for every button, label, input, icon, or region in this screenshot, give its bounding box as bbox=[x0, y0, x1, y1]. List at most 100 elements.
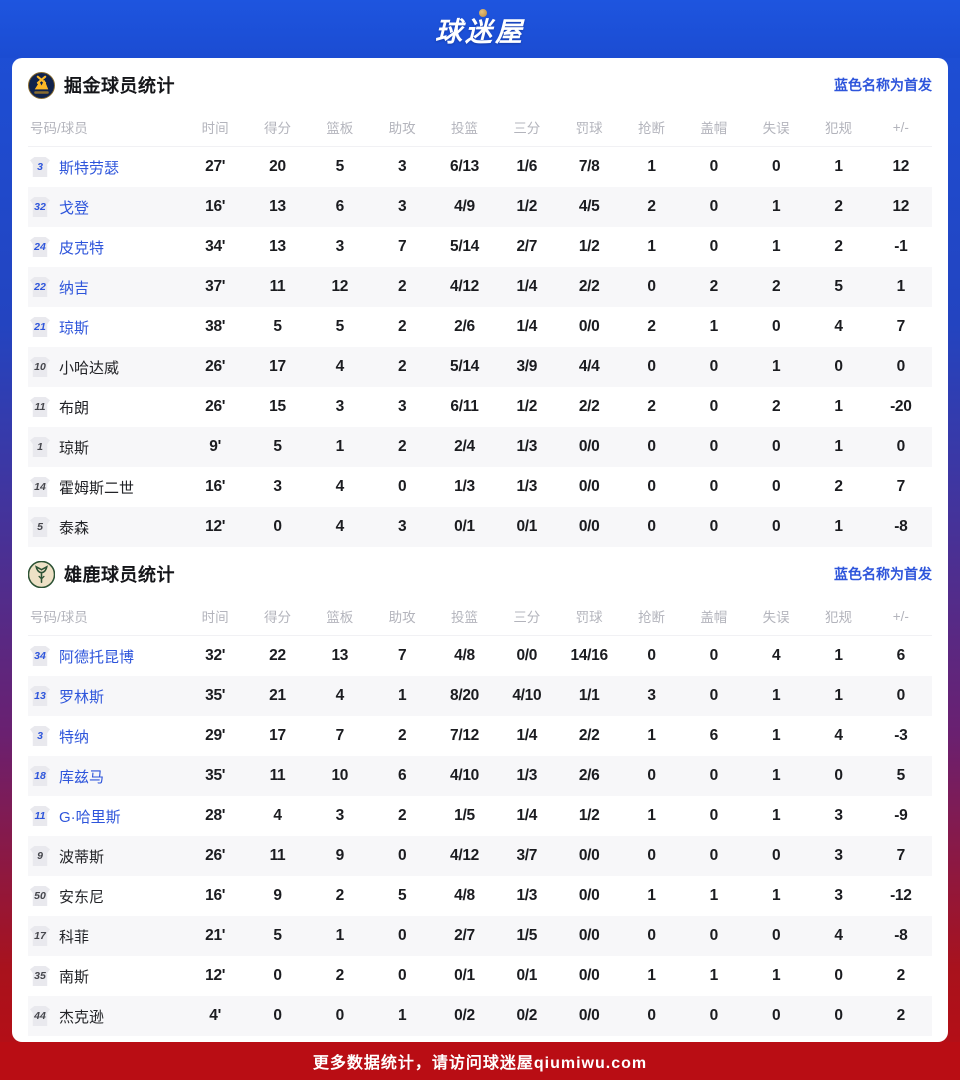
player-name[interactable]: 布朗 bbox=[59, 399, 90, 417]
stat-cell: 5 bbox=[896, 767, 906, 784]
stat-cell: 8/20 bbox=[450, 687, 479, 704]
table-row[interactable]: 50 安东尼 16' 9 2 5 4/8 1/3 0/0 1 1 1 3 -12 bbox=[28, 876, 932, 916]
player-name[interactable]: 阿德托昆博 bbox=[59, 648, 135, 666]
stat-cell: 0/1 bbox=[516, 518, 538, 535]
stat-cell: -20 bbox=[890, 398, 912, 415]
table-row[interactable]: 11 G·哈里斯 28' 4 3 2 1/5 1/4 1/2 1 0 1 3 -9 bbox=[28, 796, 932, 836]
stat-cell: 0 bbox=[335, 1007, 345, 1024]
player-name[interactable]: 库兹马 bbox=[59, 768, 105, 786]
stat-cell: 0 bbox=[647, 1007, 656, 1024]
site-header: 球迷屋 bbox=[0, 0, 960, 58]
table-row[interactable]: 24 皮克特 34' 13 3 7 5/14 2/7 1/2 1 0 1 2 -1 bbox=[28, 227, 932, 267]
stat-cell: 1 bbox=[834, 687, 843, 704]
table-row[interactable]: 3 斯特劳瑟 27' 20 5 3 6/13 1/6 7/8 1 0 0 1 12 bbox=[28, 147, 932, 187]
table-row[interactable]: 14 霍姆斯二世 16' 3 4 0 1/3 1/3 0/0 0 0 0 2 7 bbox=[28, 467, 932, 507]
stat-cell: 0 bbox=[397, 967, 407, 984]
bucks-logo-icon bbox=[28, 560, 55, 588]
player-name[interactable]: 霍姆斯二世 bbox=[59, 479, 135, 497]
column-header: 时间 bbox=[201, 121, 229, 136]
stat-cell: 7 bbox=[896, 318, 906, 335]
stat-cell: 1 bbox=[709, 318, 719, 335]
players-table-body: 3 斯特劳瑟 27' 20 5 3 6/13 1/6 7/8 1 0 0 1 12 32 戈登 16' 13 6 3 4… bbox=[28, 146, 932, 547]
stat-cell: 0 bbox=[771, 318, 781, 335]
stat-cell: 15 bbox=[269, 398, 286, 415]
player-name[interactable]: 戈登 bbox=[59, 199, 90, 217]
stat-cell: 17 bbox=[269, 727, 286, 744]
table-row[interactable]: 10 小哈达威 26' 17 4 2 5/14 3/9 4/4 0 0 1 0 0 bbox=[28, 347, 932, 387]
column-header: 时间 bbox=[201, 610, 229, 625]
stat-cell: 0 bbox=[834, 967, 843, 984]
stat-cell: 7 bbox=[335, 727, 345, 744]
table-row[interactable]: 11 布朗 26' 15 3 3 6/11 1/2 2/2 2 0 2 1 -20 bbox=[28, 387, 932, 427]
stat-cell: 1 bbox=[834, 647, 843, 664]
player-name[interactable]: 皮克特 bbox=[59, 239, 105, 257]
stat-cell: 2/2 bbox=[578, 727, 600, 744]
table-row[interactable]: 1 琼斯 9' 5 1 2 2/4 1/3 0/0 0 0 0 1 0 bbox=[28, 427, 932, 467]
player-name[interactable]: 南斯 bbox=[59, 968, 90, 986]
stat-cell: 12' bbox=[205, 518, 226, 535]
stat-cell: 4/5 bbox=[578, 198, 600, 215]
column-header: 三分 bbox=[513, 610, 541, 625]
stat-cell: 0 bbox=[834, 767, 843, 784]
table-row[interactable]: 22 纳吉 37' 11 12 2 4/12 1/4 2/2 0 2 2 5 1 bbox=[28, 267, 932, 307]
table-row[interactable]: 32 戈登 16' 13 6 3 4/9 1/2 4/5 2 0 1 2 12 bbox=[28, 187, 932, 227]
table-row[interactable]: 44 杰克逊 4' 0 0 1 0/2 0/2 0/0 0 0 0 0 2 bbox=[28, 996, 932, 1036]
column-header: 得分 bbox=[263, 610, 291, 625]
stat-cell: 2/2 bbox=[578, 398, 600, 415]
stat-cell: 0 bbox=[647, 478, 656, 495]
stat-cell: 3 bbox=[397, 198, 407, 215]
site-logo[interactable]: 球迷屋 bbox=[435, 8, 525, 49]
stat-cell: 20 bbox=[269, 158, 286, 175]
player-name[interactable]: 斯特劳瑟 bbox=[59, 159, 120, 177]
player-name[interactable]: 琼斯 bbox=[59, 319, 90, 337]
player-name[interactable]: 安东尼 bbox=[59, 888, 105, 906]
player-name[interactable]: 小哈达威 bbox=[59, 359, 120, 377]
table-row[interactable]: 3 特纳 29' 17 7 2 7/12 1/4 2/2 1 6 1 4 -3 bbox=[28, 716, 932, 756]
table-row[interactable]: 5 泰森 12' 0 4 3 0/1 0/1 0/0 0 0 0 1 -8 bbox=[28, 507, 932, 547]
player-name[interactable]: G·哈里斯 bbox=[59, 808, 121, 826]
jersey-number-badge: 44 bbox=[30, 1006, 50, 1026]
stat-cell: 0 bbox=[771, 438, 781, 455]
player-name[interactable]: 杰克逊 bbox=[59, 1008, 105, 1026]
stat-cell: 0 bbox=[709, 198, 719, 215]
stat-cell: 0/0 bbox=[578, 887, 600, 904]
table-row[interactable]: 34 阿德托昆博 32' 22 13 7 4/8 0/0 14/16 0 0 4 1 6 bbox=[28, 636, 932, 676]
column-header: 号码/球员 bbox=[30, 121, 88, 136]
player-name[interactable]: 特纳 bbox=[59, 728, 90, 746]
table-row[interactable]: 18 库兹马 35' 11 10 6 4/10 1/3 2/6 0 0 1 0 5 bbox=[28, 756, 932, 796]
jersey-number-badge: 11 bbox=[30, 806, 50, 826]
stat-cell: 1 bbox=[834, 158, 843, 175]
player-name[interactable]: 泰森 bbox=[59, 519, 90, 537]
player-name[interactable]: 波蒂斯 bbox=[59, 848, 105, 866]
stat-cell: 2/7 bbox=[516, 238, 538, 255]
stat-cell: 7 bbox=[896, 478, 906, 495]
table-row[interactable]: 17 科菲 21' 5 1 0 2/7 1/5 0/0 0 0 0 4 -8 bbox=[28, 916, 932, 956]
stat-cell: 2 bbox=[834, 238, 843, 255]
stat-cell: 13 bbox=[269, 198, 286, 215]
stat-cell: 2 bbox=[397, 278, 407, 295]
column-header: 盖帽 bbox=[700, 610, 728, 625]
table-row[interactable]: 13 罗林斯 35' 21 4 1 8/20 4/10 1/1 3 0 1 1 0 bbox=[28, 676, 932, 716]
player-name[interactable]: 科菲 bbox=[59, 928, 90, 946]
stat-cell: 1 bbox=[397, 687, 407, 704]
table-row[interactable]: 35 南斯 12' 0 2 0 0/1 0/1 0/0 1 1 1 0 2 bbox=[28, 956, 932, 996]
stat-cell: 0 bbox=[771, 518, 781, 535]
column-header: 篮板 bbox=[326, 121, 354, 136]
table-row[interactable]: 21 琼斯 38' 5 5 2 2/6 1/4 0/0 2 1 0 4 7 bbox=[28, 307, 932, 347]
stat-cell: 4' bbox=[209, 1007, 222, 1024]
stat-cell: 2 bbox=[397, 727, 407, 744]
stat-cell: 0 bbox=[896, 687, 906, 704]
stat-cell: 0 bbox=[771, 158, 781, 175]
player-name[interactable]: 纳吉 bbox=[59, 279, 90, 297]
column-header: 罚球 bbox=[575, 610, 603, 625]
stat-cell: 2 bbox=[335, 887, 345, 904]
stat-cell: 7 bbox=[896, 847, 906, 864]
stat-cell: 0/2 bbox=[454, 1007, 475, 1024]
stat-cell: 2 bbox=[397, 807, 407, 824]
stat-cell: 1/6 bbox=[516, 158, 538, 175]
stat-cell: 4 bbox=[771, 647, 781, 664]
table-row[interactable]: 9 波蒂斯 26' 11 9 0 4/12 3/7 0/0 0 0 0 3 7 bbox=[28, 836, 932, 876]
player-name[interactable]: 罗林斯 bbox=[59, 688, 105, 706]
player-name[interactable]: 琼斯 bbox=[59, 439, 90, 457]
